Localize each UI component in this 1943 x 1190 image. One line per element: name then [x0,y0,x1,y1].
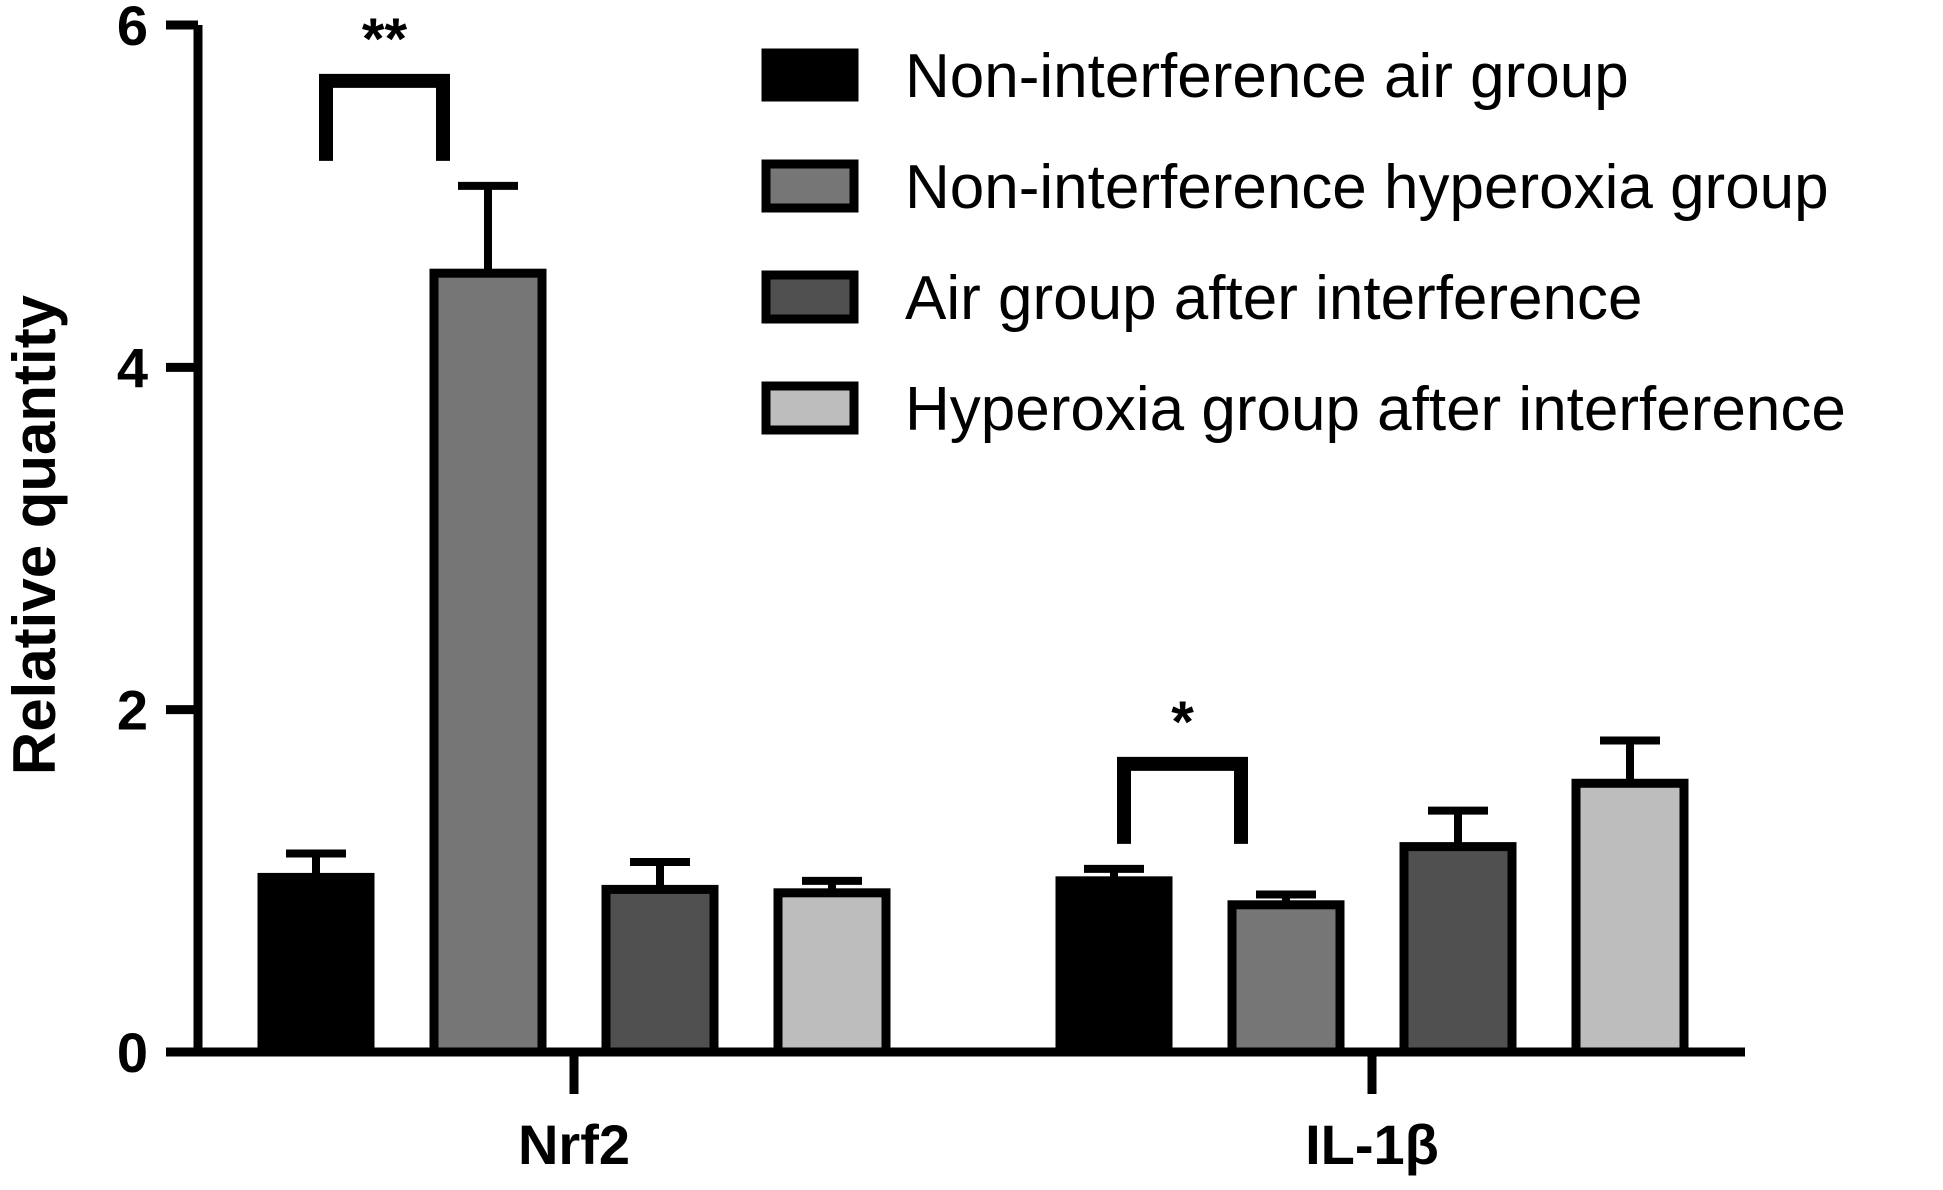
significance-label: ** [362,7,408,72]
legend-label: Non-interference hyperoxia group [905,153,1829,222]
legend-swatch [761,48,859,102]
legend-label: Air group after interference [905,264,1643,333]
legend-swatch [761,159,859,213]
y-axis-title: Relative quantity [1,294,68,775]
legend-swatch [761,270,859,324]
y-axis: 0 2 4 6 [117,0,203,1084]
x-category-label: IL-1β [1305,1113,1439,1176]
legend-label: Hyperoxia group after interference [905,375,1846,444]
bar [773,888,891,1057]
bar [1227,900,1345,1057]
significance-bracket [319,73,450,161]
bar [429,268,547,1057]
legend-label: Non-interference air group [905,42,1629,111]
bar [1571,778,1689,1057]
significance-bracket [1117,756,1248,844]
bars [257,181,1689,1057]
y-tick-label: 6 [117,0,148,57]
y-tick-label: 0 [117,1021,148,1084]
bar [601,884,719,1057]
x-category-label: Nrf2 [518,1113,630,1176]
bar [1399,842,1517,1057]
legend: Non-interference air group Non-interferen… [761,42,1846,444]
bar [1055,876,1173,1057]
y-tick-label: 2 [117,679,148,742]
bar [257,872,375,1057]
y-tick-label: 4 [117,336,148,399]
legend-swatch [761,381,859,435]
significance-label: * [1171,690,1194,755]
x-axis: Nrf2 IL-1β [194,1047,1745,1176]
significance-annotations: *** [319,7,1248,844]
